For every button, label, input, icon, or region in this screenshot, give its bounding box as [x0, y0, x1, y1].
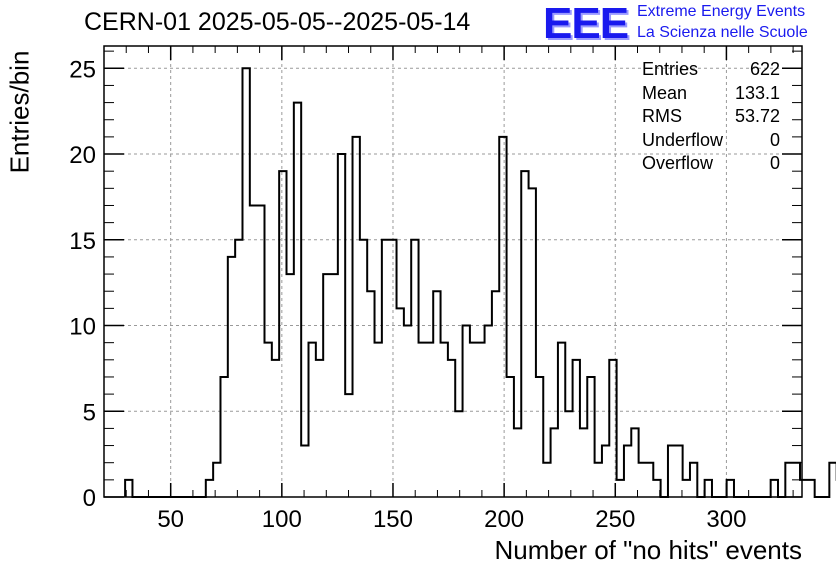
stat-row-rms: RMS 53.72 [640, 105, 780, 129]
x-tick-label: 150 [373, 506, 413, 533]
stats-box: Entries 622 Mean 133.1 RMS 53.72 Underfl… [640, 58, 780, 176]
stat-label: RMS [642, 106, 682, 126]
tick-labels: 50 100 150 200 250 300 0 5 10 15 20 25 [69, 56, 746, 533]
stat-value: 133.1 [734, 82, 780, 103]
x-tick-label: 200 [484, 506, 524, 533]
y-tick-label: 5 [83, 399, 96, 426]
x-tick-label: 300 [706, 506, 746, 533]
stat-value: 622 [749, 59, 780, 79]
logo-text-line1: Extreme Energy Events [637, 3, 806, 20]
stat-label: Overflow [642, 153, 714, 173]
y-tick-label: 0 [83, 485, 96, 512]
plot-frame [103, 45, 803, 498]
y-tick-label: 10 [69, 314, 96, 341]
stat-value: 0 [769, 129, 780, 150]
axis-ticks [103, 46, 802, 498]
stat-row-overflow: Overflow 0 [640, 152, 780, 176]
stat-label: Underflow [642, 129, 724, 150]
y-tick-label: 20 [69, 142, 96, 169]
y-tick-label: 25 [69, 56, 96, 83]
stat-value: 53.72 [734, 106, 780, 126]
y-tick-label: 15 [69, 228, 96, 255]
stat-row-entries: Entries 622 [640, 58, 780, 82]
stat-label: Mean [642, 82, 688, 103]
x-axis-label: Number of "no hits" events [494, 535, 803, 565]
chart-title: CERN-01 2025-05-05--2025-05-14 [84, 8, 471, 36]
x-tick-label: 250 [595, 506, 635, 533]
logo-mark: EEE [543, 0, 629, 48]
logo-text-line2: La Scienza nelle Scuole [637, 24, 808, 41]
stat-row-underflow: Underflow 0 [640, 129, 780, 153]
stat-row-mean: Mean 133.1 [640, 82, 780, 106]
y-axis-label: Entries/bin [4, 50, 35, 174]
eee-logo: EEE Extreme Energy Events La Scienza nel… [543, 2, 833, 46]
x-tick-label: 50 [157, 506, 184, 533]
stat-value: 0 [769, 153, 780, 173]
x-tick-label: 100 [262, 506, 302, 533]
stat-label: Entries [642, 59, 699, 79]
